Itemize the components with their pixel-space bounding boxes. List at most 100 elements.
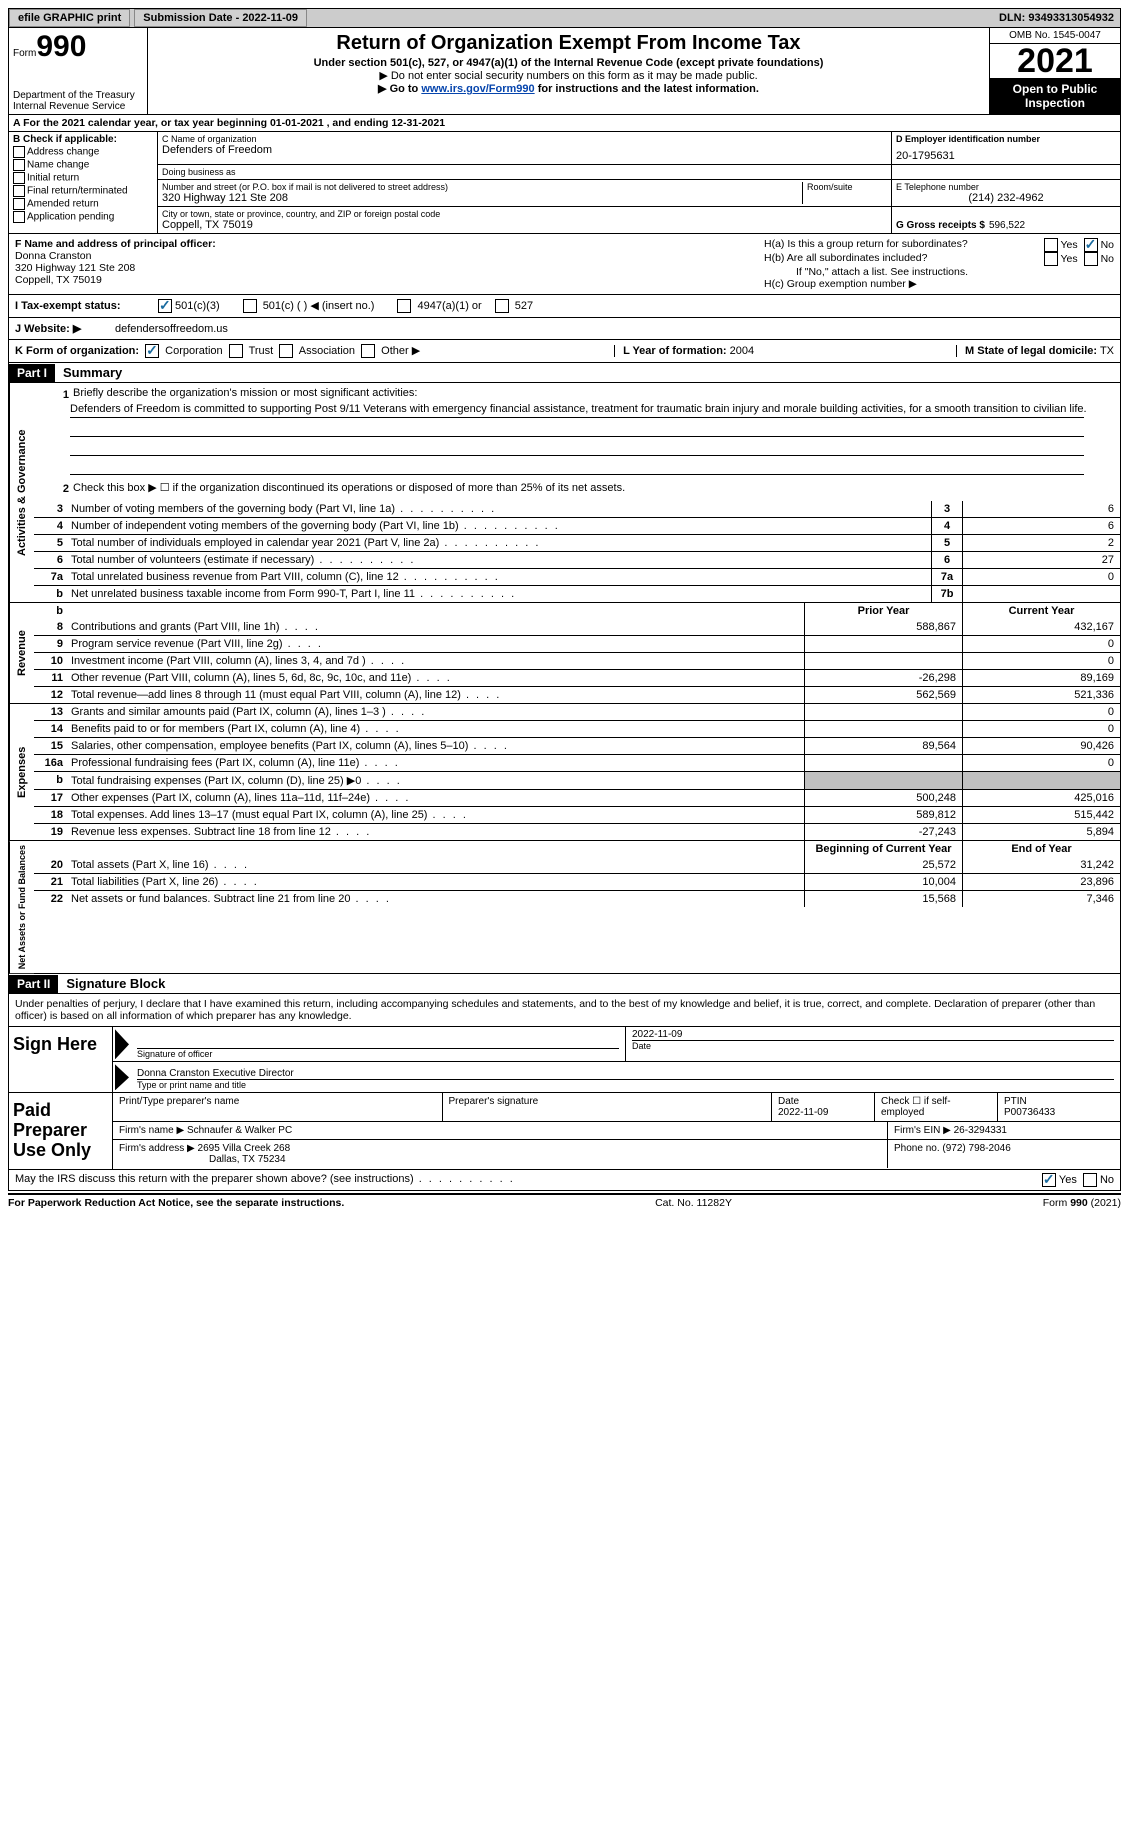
- ha-yes-checkbox[interactable]: [1044, 238, 1058, 252]
- status-501c-checkbox[interactable]: [243, 299, 257, 313]
- summary-line: 20Total assets (Part X, line 16)25,57231…: [34, 857, 1120, 873]
- status-527-checkbox[interactable]: [495, 299, 509, 313]
- open-to-public: Open to Public Inspection: [990, 78, 1120, 114]
- current-year-header: Current Year: [962, 603, 1120, 619]
- part2-title: Signature Block: [58, 974, 173, 993]
- prep-name-label: Print/Type preparer's name: [119, 1096, 436, 1107]
- form-number: Form990: [13, 30, 143, 64]
- firm-name: Schnaufer & Walker PC: [187, 1125, 292, 1136]
- k-other-checkbox[interactable]: [361, 344, 375, 358]
- ptin-label: PTIN: [1004, 1096, 1114, 1107]
- ha-label: H(a) Is this a group return for subordin…: [764, 238, 968, 252]
- summary-line: 9Program service revenue (Part VIII, lin…: [34, 635, 1120, 652]
- status-501c3-checkbox[interactable]: [158, 299, 172, 313]
- tax-year: 2021: [990, 44, 1120, 78]
- footer-right: Form 990 (2021): [1043, 1197, 1121, 1209]
- phone-label: E Telephone number: [896, 182, 1116, 192]
- summary-line: 17Other expenses (Part IX, column (A), l…: [34, 789, 1120, 806]
- officer-label: F Name and address of principal officer:: [15, 238, 752, 250]
- part1-title: Summary: [55, 363, 130, 382]
- firm-phone: (972) 798-2046: [942, 1143, 1010, 1154]
- prior-year-header: Prior Year: [804, 603, 962, 619]
- firm-addr1: 2695 Villa Creek 268: [198, 1143, 291, 1154]
- check-name-change[interactable]: Name change: [13, 159, 153, 171]
- revenue-section: Revenue b Prior Year Current Year 8Contr…: [8, 603, 1121, 704]
- irs-label: Internal Revenue Service: [13, 101, 143, 112]
- summary-line: 19Revenue less expenses. Subtract line 1…: [34, 823, 1120, 840]
- side-expenses: Expenses: [9, 704, 34, 840]
- summary-line: 11Other revenue (Part VIII, column (A), …: [34, 669, 1120, 686]
- self-employed-check[interactable]: Check ☐ if self-employed: [874, 1093, 997, 1121]
- officer-city: Coppell, TX 75019: [15, 274, 752, 286]
- street-value: 320 Highway 121 Ste 208: [162, 192, 802, 204]
- hb-note: If "No," attach a list. See instructions…: [764, 266, 1114, 278]
- summary-line: 6Total number of volunteers (estimate if…: [34, 551, 1120, 568]
- website-value: defendersoffreedom.us: [115, 323, 228, 335]
- summary-line: 13Grants and similar amounts paid (Part …: [34, 704, 1120, 720]
- check-amended[interactable]: Amended return: [13, 198, 153, 210]
- k-corporation-checkbox[interactable]: [145, 344, 159, 358]
- mission-text: Defenders of Freedom is committed to sup…: [40, 403, 1114, 415]
- boy-header: Beginning of Current Year: [804, 841, 962, 857]
- status-4947-checkbox[interactable]: [397, 299, 411, 313]
- k-association-checkbox[interactable]: [279, 344, 293, 358]
- website-row: J Website: ▶ defendersoffreedom.us: [8, 318, 1121, 340]
- irs-link[interactable]: www.irs.gov/Form990: [421, 83, 534, 95]
- discuss-yes-checkbox[interactable]: [1042, 1173, 1056, 1187]
- officer-group-block: F Name and address of principal officer:…: [8, 234, 1121, 295]
- year-formation: 2004: [730, 345, 754, 357]
- summary-line: 4Number of independent voting members of…: [34, 517, 1120, 534]
- hb-yes-checkbox[interactable]: [1044, 252, 1058, 266]
- form-of-org-row: K Form of organization: Corporation Trus…: [8, 340, 1121, 363]
- summary-line: 12Total revenue—add lines 8 through 11 (…: [34, 686, 1120, 703]
- check-final-return[interactable]: Final return/terminated: [13, 185, 153, 197]
- summary-line: 22Net assets or fund balances. Subtract …: [34, 890, 1120, 907]
- form-subtitle-1: Under section 501(c), 527, or 4947(a)(1)…: [152, 57, 985, 69]
- efile-print-button[interactable]: efile GRAPHIC print: [9, 9, 130, 27]
- sign-here-label: Sign Here: [9, 1027, 112, 1092]
- form-subtitle-2: ▶ Do not enter social security numbers o…: [152, 69, 985, 82]
- room-label: Room/suite: [807, 182, 887, 192]
- hc-label: H(c) Group exemption number ▶: [764, 278, 1114, 290]
- check-address-change[interactable]: Address change: [13, 146, 153, 158]
- sig-date-label: Date: [632, 1040, 1114, 1051]
- prep-date-value: 2022-11-09: [778, 1107, 868, 1118]
- ein-value: 20-1795631: [896, 150, 1116, 162]
- summary-line: 7aTotal unrelated business revenue from …: [34, 568, 1120, 585]
- discuss-no-checkbox[interactable]: [1083, 1173, 1097, 1187]
- sig-arrow-icon-2: [115, 1064, 129, 1090]
- gross-label: G Gross receipts $: [896, 220, 985, 231]
- ha-no-checkbox[interactable]: [1084, 238, 1098, 252]
- officer-street: 320 Highway 121 Ste 208: [15, 262, 752, 274]
- side-revenue: Revenue: [9, 603, 34, 703]
- check-application-pending[interactable]: Application pending: [13, 211, 153, 223]
- hb-no-checkbox[interactable]: [1084, 252, 1098, 266]
- prep-sig-label: Preparer's signature: [449, 1096, 766, 1107]
- summary-line: 5Total number of individuals employed in…: [34, 534, 1120, 551]
- paid-preparer-label: Paid Preparer Use Only: [9, 1093, 112, 1168]
- phone-value: (214) 232-4962: [896, 192, 1116, 204]
- city-label: City or town, state or province, country…: [162, 209, 887, 219]
- topbar: efile GRAPHIC print Submission Date - 20…: [8, 8, 1121, 28]
- form-header: Form990 Department of the Treasury Inter…: [8, 28, 1121, 115]
- net-assets-section: Net Assets or Fund Balances Beginning of…: [8, 841, 1121, 974]
- summary-line: bTotal fundraising expenses (Part IX, co…: [34, 771, 1120, 789]
- side-governance: Activities & Governance: [9, 383, 34, 602]
- gross-value: 596,522: [989, 220, 1025, 231]
- officer-name-title: Donna Cranston Executive Director: [137, 1068, 1114, 1079]
- summary-line: 16aProfessional fundraising fees (Part I…: [34, 754, 1120, 771]
- dln-value: DLN: 93493313054932: [999, 12, 1120, 24]
- signature-block: Under penalties of perjury, I declare th…: [8, 994, 1121, 1190]
- officer-name: Donna Cranston: [15, 250, 752, 262]
- check-initial-return[interactable]: Initial return: [13, 172, 153, 184]
- discuss-text: May the IRS discuss this return with the…: [15, 1173, 414, 1185]
- dept-label: Department of the Treasury: [13, 90, 143, 101]
- city-value: Coppell, TX 75019: [162, 219, 887, 231]
- tax-year-line: A For the 2021 calendar year, or tax yea…: [8, 115, 1121, 132]
- summary-line: bNet unrelated business taxable income f…: [34, 585, 1120, 602]
- org-name-value: Defenders of Freedom: [162, 144, 887, 156]
- submission-date-button[interactable]: Submission Date - 2022-11-09: [134, 9, 307, 27]
- form-title: Return of Organization Exempt From Incom…: [152, 32, 985, 55]
- k-trust-checkbox[interactable]: [229, 344, 243, 358]
- summary-line: 21Total liabilities (Part X, line 26)10,…: [34, 873, 1120, 890]
